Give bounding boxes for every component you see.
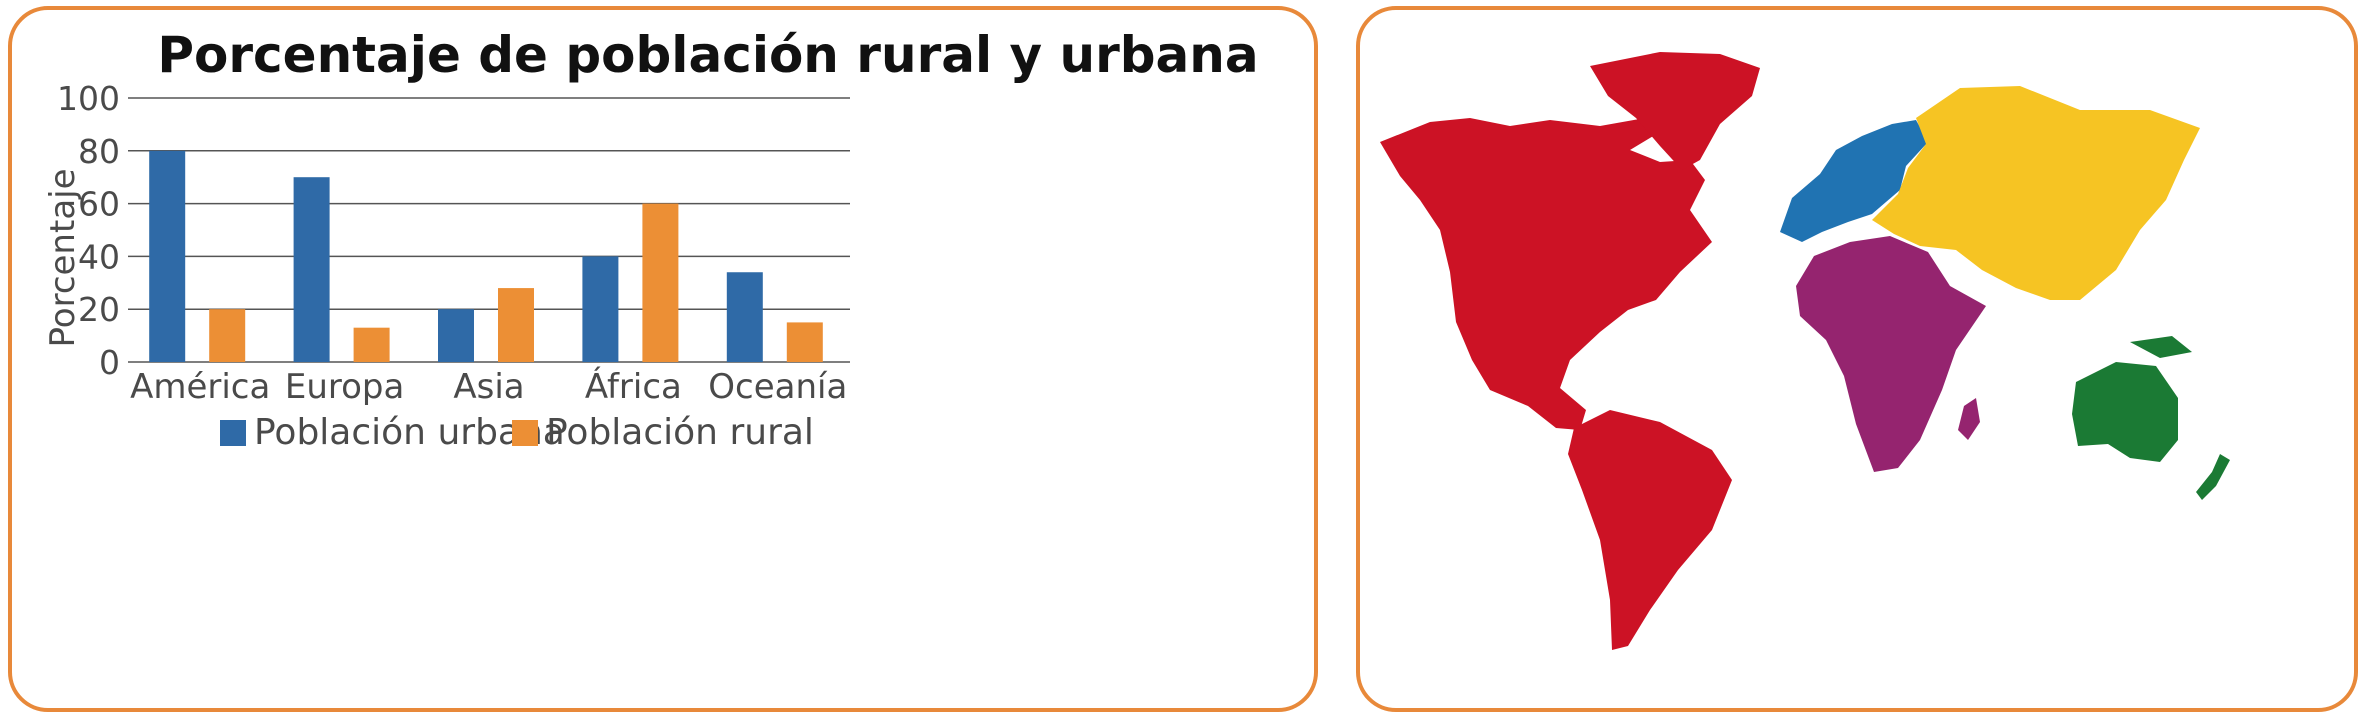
chart-title: Porcentaje de población rural y urbana (157, 26, 1258, 84)
category-labels: América Europa Asia África Oceanía (130, 366, 847, 407)
y-axis-label: Porcentaje (43, 168, 83, 347)
y-tick-label: 80 (78, 132, 120, 171)
map-region-europe (1780, 120, 1928, 242)
legend-swatch-rural (512, 420, 538, 446)
map-region-asia (1872, 86, 2200, 300)
legend-label-rural: Población rural (546, 412, 814, 453)
bar-urbana-3 (582, 256, 619, 362)
bar-rural-2 (498, 288, 534, 362)
legend-swatch-urbana (220, 420, 246, 446)
bar-urbana-4 (726, 272, 763, 362)
bar-urbana-0 (149, 150, 186, 362)
map-region-oceania (2072, 362, 2178, 462)
y-tick-label: 60 (78, 185, 120, 224)
bar-rural-1 (353, 327, 390, 362)
y-tick-labels: 0 20 40 60 80 100 (57, 79, 120, 382)
map-region-new-guinea (2130, 336, 2192, 358)
bar-urbana-1 (293, 177, 330, 362)
map-region-madagascar (1958, 398, 1980, 440)
world-map (1380, 52, 2230, 650)
y-tick-label: 100 (57, 79, 120, 118)
category-label: América (130, 367, 270, 407)
category-label: Oceanía (708, 367, 847, 407)
bar-rural-3 (642, 203, 679, 362)
map-region-america (1380, 118, 1712, 430)
category-label: Asia (453, 367, 524, 407)
category-label: Europa (285, 367, 404, 407)
bar-chart: Porcentaje de población rural y urbana P… (43, 26, 1259, 453)
y-tick-label: 40 (78, 237, 120, 276)
map-region-greenland (1590, 52, 1760, 170)
chart-panel: Porcentaje de población rural y urbana P… (8, 6, 1318, 712)
map-panel (1356, 6, 2358, 712)
category-label: África (585, 366, 682, 407)
bars (149, 150, 823, 362)
bar-rural-4 (786, 322, 823, 362)
map-region-south-america (1568, 410, 1732, 650)
bar-rural-0 (209, 309, 246, 362)
map-region-africa (1796, 236, 1986, 472)
bar-urbana-2 (438, 309, 474, 362)
map-region-new-zealand (2196, 454, 2230, 500)
y-tick-label: 0 (99, 343, 120, 382)
y-tick-label: 20 (78, 290, 120, 329)
